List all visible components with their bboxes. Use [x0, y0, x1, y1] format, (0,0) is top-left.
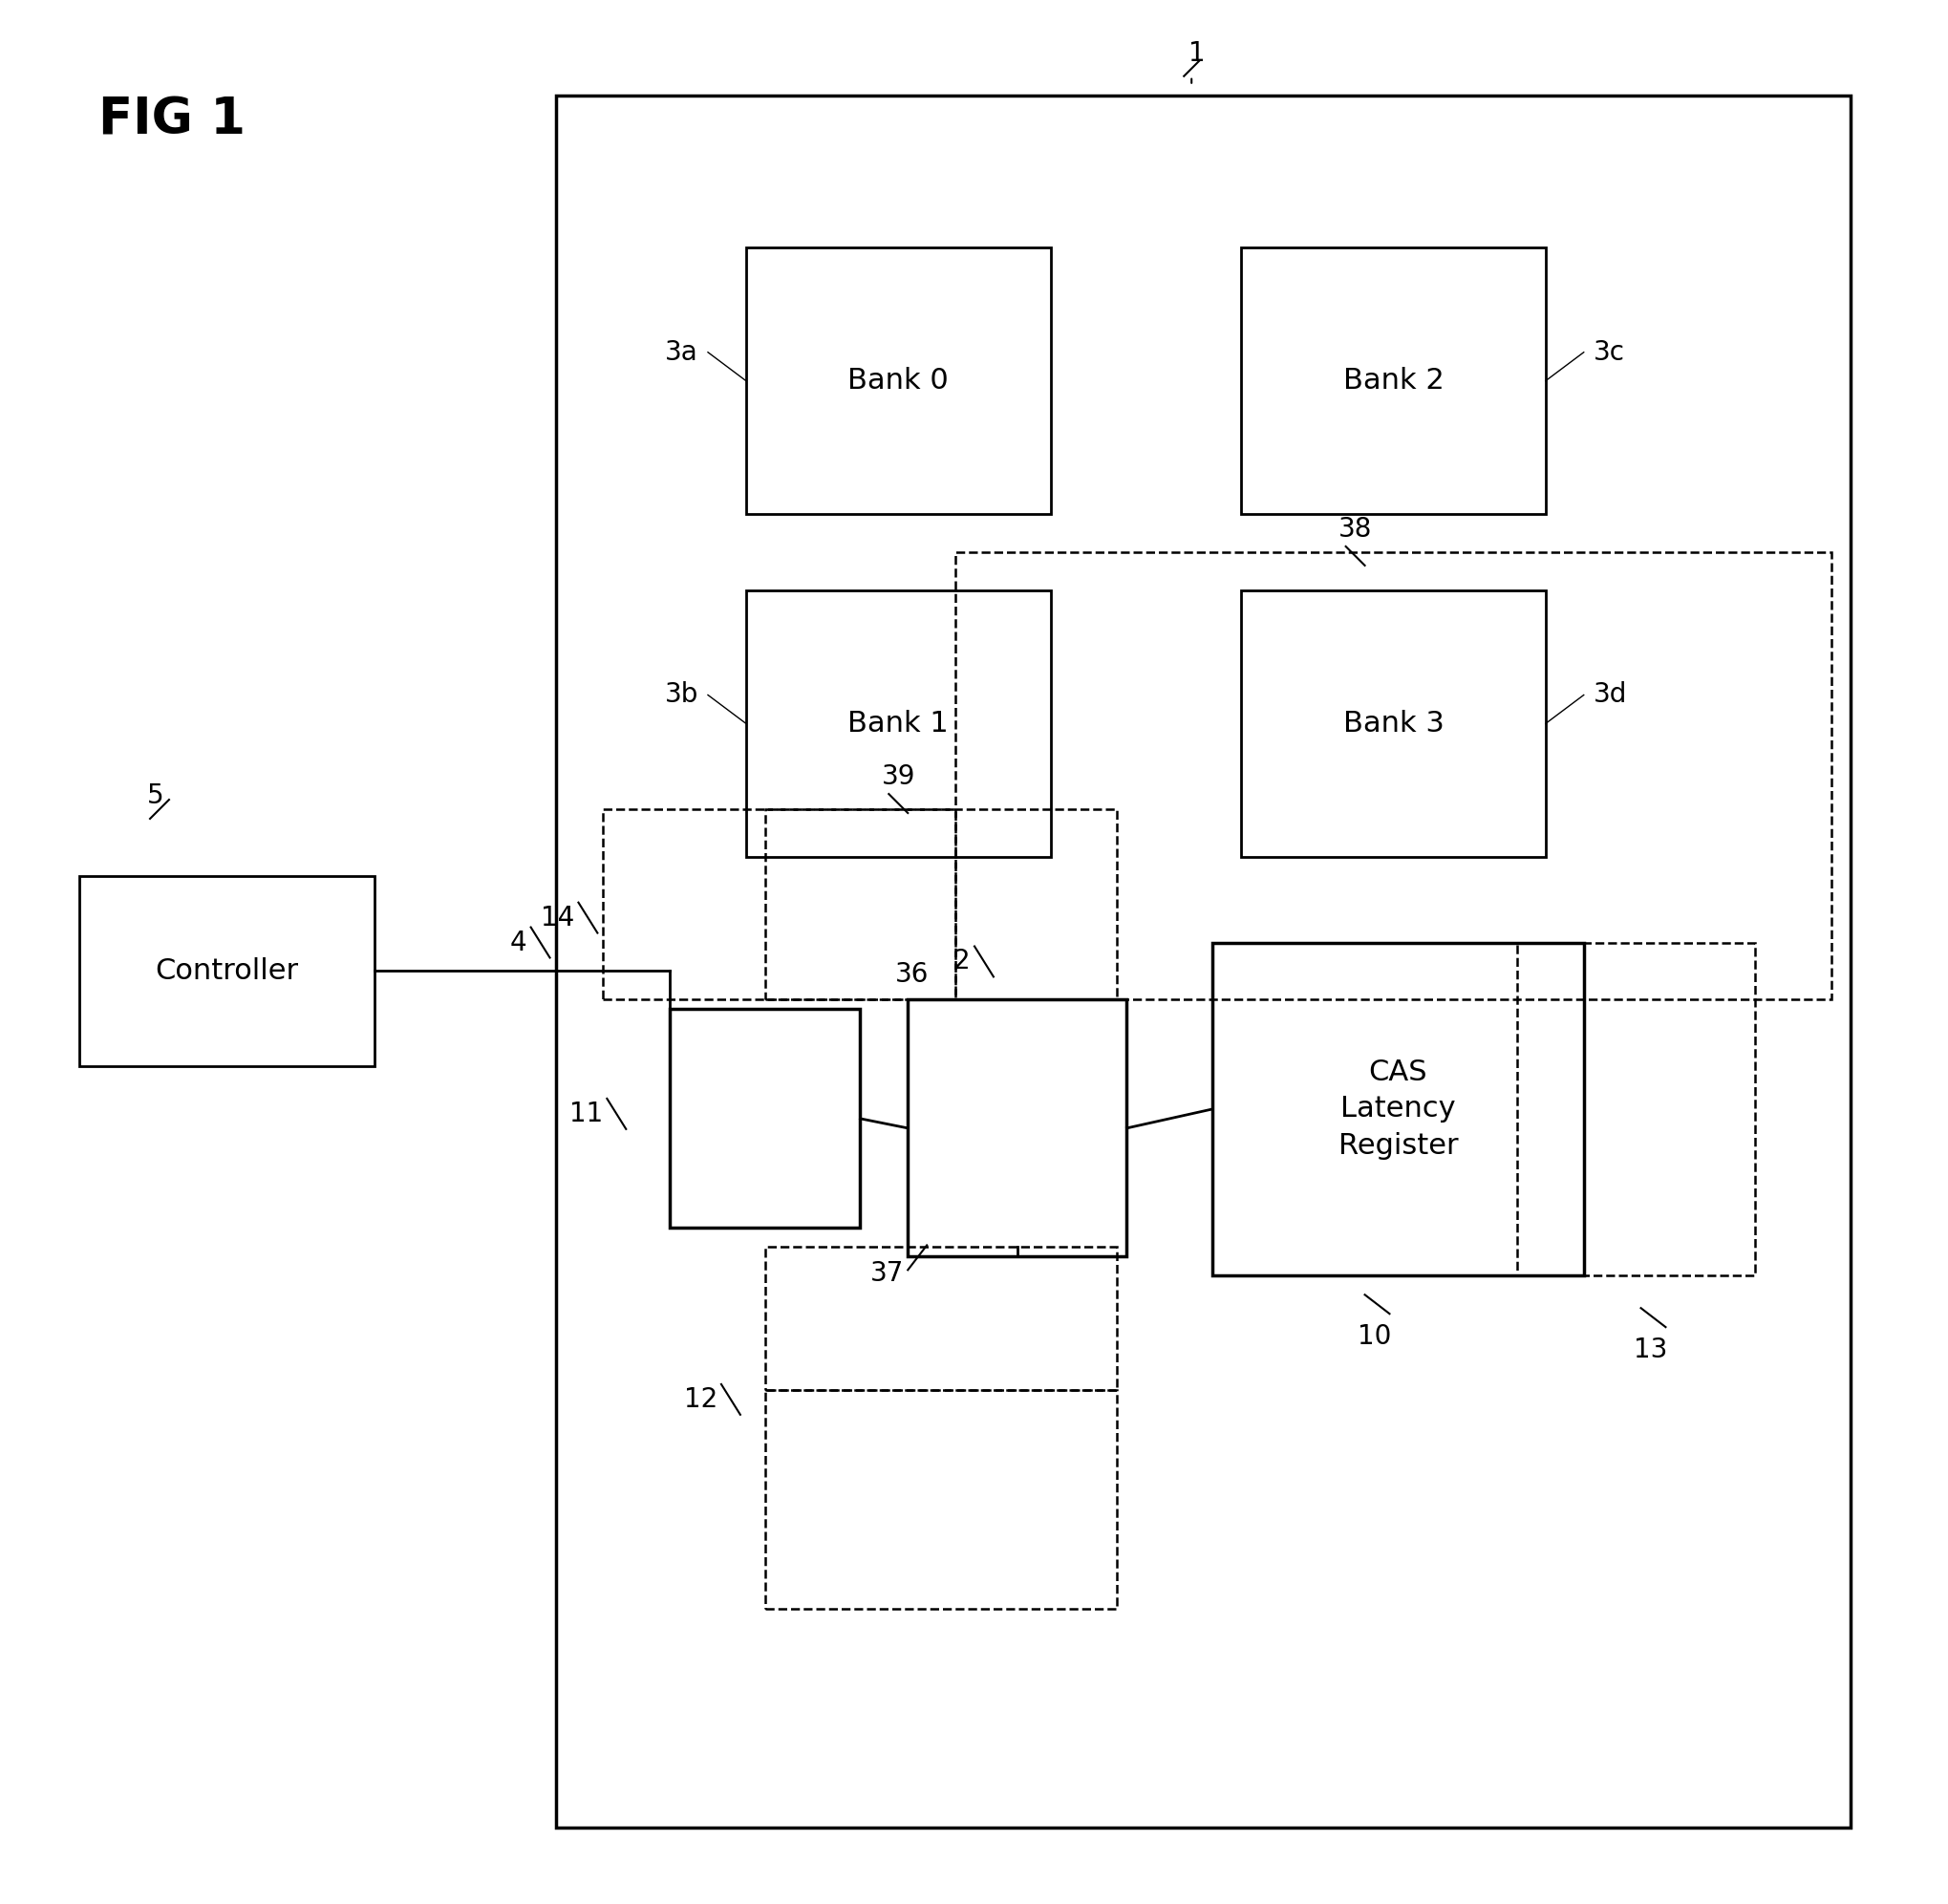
Text: 14: 14 [542, 904, 575, 931]
FancyBboxPatch shape [80, 876, 374, 1066]
Text: 13: 13 [1632, 1337, 1666, 1363]
Text: 3b: 3b [664, 682, 697, 708]
Text: 37: 37 [871, 1260, 904, 1287]
Text: Bank 3: Bank 3 [1342, 710, 1443, 737]
Text: 3c: 3c [1593, 339, 1625, 366]
Text: Bank 1: Bank 1 [847, 710, 949, 737]
Text: FIG 1: FIG 1 [99, 95, 245, 145]
Text: 5: 5 [148, 783, 164, 809]
Text: 11: 11 [569, 1101, 602, 1127]
FancyBboxPatch shape [908, 1000, 1126, 1257]
FancyBboxPatch shape [1212, 942, 1584, 1276]
Text: Bank 2: Bank 2 [1342, 367, 1443, 394]
Text: 4: 4 [510, 929, 526, 956]
Text: 3a: 3a [664, 339, 697, 366]
Text: 3d: 3d [1593, 682, 1627, 708]
Text: 39: 39 [880, 764, 916, 790]
FancyBboxPatch shape [1241, 590, 1545, 857]
Text: 12: 12 [684, 1386, 717, 1413]
Text: 2: 2 [953, 948, 970, 975]
FancyBboxPatch shape [555, 95, 1849, 1828]
FancyBboxPatch shape [746, 248, 1050, 514]
Text: Bank 0: Bank 0 [847, 367, 949, 394]
Text: Controller: Controller [156, 958, 298, 984]
Text: 10: 10 [1356, 1323, 1391, 1350]
Text: 1: 1 [1188, 40, 1206, 67]
Text: 36: 36 [894, 962, 927, 988]
FancyBboxPatch shape [1241, 248, 1545, 514]
FancyBboxPatch shape [746, 590, 1050, 857]
Text: CAS
Latency
Register: CAS Latency Register [1338, 1059, 1457, 1160]
Text: 38: 38 [1338, 516, 1371, 543]
FancyBboxPatch shape [670, 1009, 859, 1228]
